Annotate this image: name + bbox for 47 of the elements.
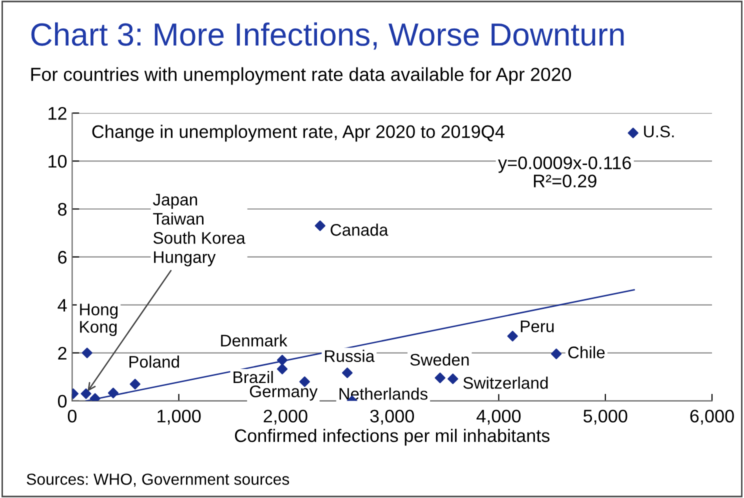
point [82,348,92,358]
chart-title: Chart 3: More Infections, Worse Downturn [31,22,624,50]
annotation: Brazil [234,370,273,384]
annotation: Chile [568,346,605,358]
annotation: Sweden [410,353,469,366]
annotation: y=0.0009x-0.116 R²=0.29 [498,156,631,188]
annotation: Canada [330,224,388,236]
y-tick-label: 4 [58,299,67,312]
x-tick-label: 3,000 [370,410,414,425]
point [551,348,562,360]
annotation: Germany [250,385,318,401]
annotation: Hong Kong [80,304,118,336]
point [276,364,288,374]
annotation: Change in unemployment rate, Apr 2020 to 2019Q4 [92,124,504,142]
point [314,220,326,232]
annotation: Netherlands [340,388,428,400]
point [130,378,140,390]
point [108,388,119,398]
x-tick-label: 6,000 [690,410,734,425]
annotation: Russia [325,350,375,362]
annotation: Japan Taiwan South Korea Hungary [152,194,246,266]
point [507,330,518,342]
y-tick-label: 12 [48,106,66,120]
annotation: Peru [520,320,554,332]
y-tick-label: 0 [58,394,67,408]
source-note: Sources: WHO, Government sources [26,474,290,487]
point [448,374,458,384]
x-tick-label: 1,000 [158,410,201,425]
point [342,368,353,378]
annotation: Poland [130,356,179,368]
x-tick-label: 2,000 [264,410,308,425]
point [628,128,638,138]
x-axis-title: Confirmed infections per mil inhabitants [234,428,550,446]
annotation: Denmark [221,334,288,347]
point [276,354,288,366]
annotation: U.S. [644,126,674,138]
y-tick-label: 2 [58,346,66,360]
x-tick-label: 4,000 [476,410,521,425]
point [434,372,446,384]
y-tick-label: 8 [58,202,67,216]
y-tick-label: 6 [58,250,67,264]
point [80,388,92,399]
x-tick-label: 5,000 [584,410,628,425]
x-tick-label: 0 [68,410,76,422]
y-tick-label: 10 [48,154,67,168]
annotation: Switzerland [463,376,548,389]
chart-subtitle: For countries with unemployment rate data available for Apr 2020 [31,67,571,85]
